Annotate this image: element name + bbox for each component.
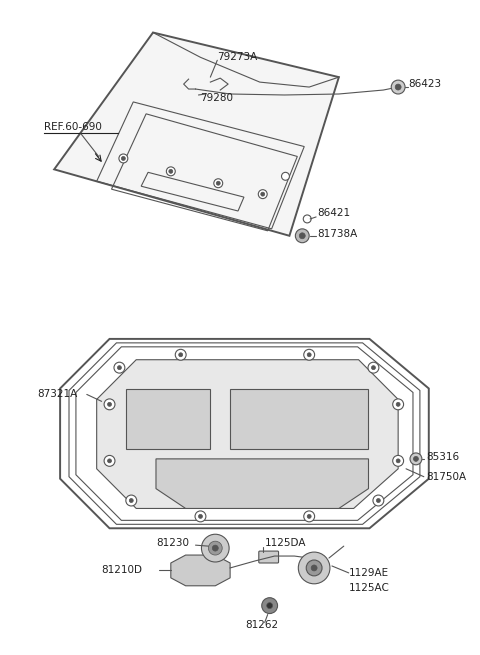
- Polygon shape: [126, 390, 210, 449]
- Text: 1129AE: 1129AE: [349, 568, 389, 578]
- Circle shape: [262, 598, 277, 614]
- Circle shape: [202, 534, 229, 562]
- Circle shape: [195, 511, 206, 522]
- Circle shape: [413, 457, 419, 461]
- Circle shape: [372, 365, 375, 369]
- Circle shape: [129, 498, 133, 502]
- Circle shape: [104, 399, 115, 410]
- Circle shape: [373, 495, 384, 506]
- Circle shape: [167, 167, 175, 176]
- Text: 81210D: 81210D: [102, 565, 143, 575]
- Circle shape: [199, 514, 203, 518]
- Circle shape: [395, 84, 401, 90]
- Circle shape: [295, 229, 309, 243]
- Circle shape: [108, 402, 111, 406]
- Circle shape: [261, 192, 264, 196]
- Polygon shape: [54, 33, 339, 236]
- Circle shape: [303, 215, 311, 223]
- Circle shape: [118, 365, 121, 369]
- Circle shape: [304, 511, 314, 522]
- Circle shape: [311, 565, 317, 571]
- Circle shape: [410, 453, 422, 465]
- Circle shape: [298, 552, 330, 584]
- Circle shape: [304, 349, 314, 360]
- Polygon shape: [230, 390, 369, 449]
- FancyBboxPatch shape: [259, 551, 278, 563]
- Polygon shape: [171, 555, 230, 586]
- Circle shape: [126, 495, 137, 506]
- Circle shape: [281, 172, 289, 180]
- Text: 81230: 81230: [156, 538, 189, 548]
- Circle shape: [214, 179, 223, 188]
- Text: 1125DA: 1125DA: [264, 538, 306, 548]
- Circle shape: [306, 560, 322, 576]
- Text: 85316: 85316: [426, 452, 459, 462]
- Circle shape: [121, 157, 125, 160]
- Circle shape: [393, 455, 404, 466]
- Circle shape: [307, 353, 311, 357]
- Text: 86421: 86421: [317, 208, 350, 218]
- Text: 81750A: 81750A: [426, 472, 466, 481]
- Circle shape: [300, 233, 305, 239]
- Circle shape: [258, 190, 267, 198]
- Circle shape: [212, 545, 218, 551]
- Circle shape: [267, 603, 273, 608]
- Circle shape: [391, 80, 405, 94]
- Circle shape: [208, 541, 222, 555]
- Circle shape: [368, 362, 379, 373]
- Text: 1125AC: 1125AC: [349, 583, 390, 593]
- Circle shape: [108, 459, 111, 463]
- Polygon shape: [96, 360, 398, 508]
- Circle shape: [393, 399, 404, 410]
- Text: 81738A: 81738A: [317, 229, 357, 239]
- Circle shape: [119, 154, 128, 163]
- Circle shape: [396, 459, 400, 463]
- Text: 86423: 86423: [408, 79, 441, 89]
- Text: 79273A: 79273A: [217, 52, 257, 62]
- Polygon shape: [156, 459, 369, 508]
- Circle shape: [104, 455, 115, 466]
- Circle shape: [179, 353, 183, 357]
- Circle shape: [114, 362, 125, 373]
- Text: 87321A: 87321A: [37, 390, 78, 400]
- Circle shape: [169, 170, 173, 174]
- Circle shape: [307, 514, 311, 518]
- Circle shape: [376, 498, 380, 502]
- Text: 81262: 81262: [245, 620, 278, 631]
- Circle shape: [396, 402, 400, 406]
- Circle shape: [216, 181, 220, 185]
- Text: REF.60-690: REF.60-690: [44, 122, 102, 132]
- Text: 79280: 79280: [201, 93, 233, 103]
- Circle shape: [175, 349, 186, 360]
